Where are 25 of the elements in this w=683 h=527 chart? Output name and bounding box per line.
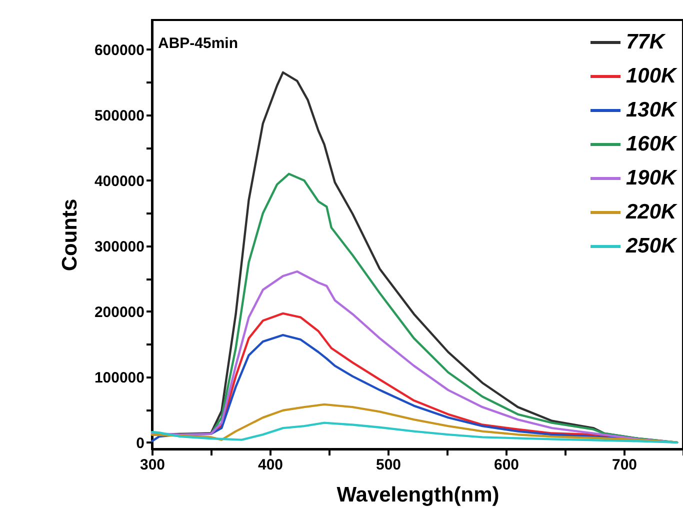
y-tick-label: 300000 — [94, 238, 144, 256]
y-tick-label: 500000 — [94, 107, 144, 124]
line-series — [150, 403, 678, 444]
legend-label: 100K — [626, 64, 678, 88]
y-tick-label: 400000 — [94, 172, 144, 190]
x-tick-label: 300 — [140, 456, 166, 474]
y-tick-label: 0 — [136, 434, 144, 452]
x-tick-label: 700 — [612, 456, 638, 474]
legend-label: 160K — [626, 132, 678, 156]
y-tick-label: 100000 — [94, 369, 144, 386]
y-axis-title: Counts — [58, 198, 82, 272]
y-tick-label: 200000 — [94, 304, 144, 321]
line-series — [150, 270, 678, 444]
x-axis-title: Wavelength(nm) — [336, 484, 500, 506]
legend-label: 220K — [625, 200, 678, 224]
x-tick-label: 500 — [376, 456, 402, 474]
legend-label: 250K — [625, 234, 678, 258]
annotation: ABP-45min — [158, 35, 238, 52]
legend-label: 130K — [626, 98, 678, 122]
y-tick-label: 600000 — [94, 42, 144, 59]
legend-label: 77K — [626, 30, 666, 54]
x-tick-label: 600 — [494, 456, 520, 474]
x-tick-label: 400 — [258, 456, 284, 474]
line-series — [150, 422, 678, 444]
legend-label: 190K — [626, 166, 678, 190]
